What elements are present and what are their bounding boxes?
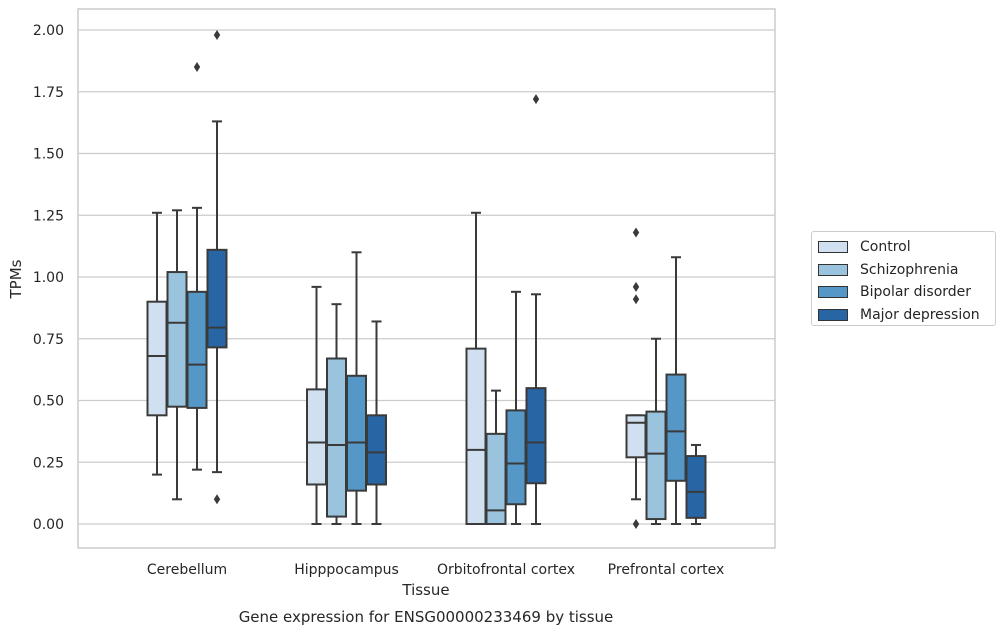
x-axis-label: Tissue (401, 581, 449, 599)
y-tick-label: 1.25 (33, 208, 64, 224)
box-schizophrenia (645, 337, 667, 525)
x-tick-label: Prefrontal cortex (608, 562, 725, 578)
outlier-point (632, 281, 640, 292)
box-bipolar-disorder (665, 256, 687, 525)
legend-label: Bipolar disorder (860, 284, 972, 301)
legend-swatch (818, 308, 848, 321)
box-body (525, 387, 547, 485)
legend: Control Schizophrenia Bipolar disorder Majo… (811, 231, 996, 326)
chart-caption: Gene expression for ENSG00000233469 by t… (239, 608, 614, 626)
box-major-depression (525, 94, 547, 525)
legend-label: Schizophrenia (860, 261, 959, 278)
box-body (505, 409, 527, 506)
box-schizophrenia (326, 303, 347, 525)
legend-item: Bipolar disorder (818, 281, 995, 304)
box-body (366, 414, 387, 486)
box-body (186, 290, 208, 409)
box-body (665, 373, 687, 482)
x-axis-ticks: Cerebellum Hipppocampus Orbitofrontal cort… (147, 562, 724, 578)
box-body (146, 300, 168, 417)
box-body (326, 357, 347, 518)
box-control (465, 211, 487, 525)
x-tick-label: Hipppocampus (294, 562, 399, 578)
outlier-point (632, 294, 640, 305)
legend-item: Schizophrenia (818, 259, 995, 282)
box-major-depression (366, 320, 387, 525)
box-body (645, 410, 667, 521)
box-control (146, 211, 168, 476)
box-schizophrenia (485, 389, 507, 525)
outlier-point (532, 94, 540, 105)
box-schizophrenia (166, 209, 188, 501)
plot-area (146, 29, 707, 529)
outlier-point (632, 519, 640, 529)
y-axis-label: TPMs (7, 259, 25, 299)
outlier-point (213, 494, 221, 505)
box-body (206, 248, 228, 349)
y-tick-label: 1.50 (33, 147, 64, 163)
box-control (306, 285, 327, 525)
legend-swatch (818, 241, 848, 254)
y-tick-label: 1.75 (33, 85, 64, 101)
outlier-point (213, 29, 221, 40)
outlier-point (193, 62, 201, 73)
x-tick-label: Orbitofrontal cortex (437, 562, 575, 578)
y-tick-label: 2.00 (33, 23, 64, 39)
legend-label: Major depression (860, 306, 980, 323)
legend-label: Control (860, 239, 911, 256)
outlier-point (632, 227, 640, 238)
legend-item: Major depression (818, 304, 995, 327)
y-tick-label: 0.25 (33, 455, 64, 471)
x-tick-label: Cerebellum (147, 562, 227, 578)
box-body (465, 347, 487, 525)
legend-swatch (818, 286, 848, 299)
plot-frame (77, 8, 776, 549)
y-tick-label: 0.00 (33, 517, 64, 533)
y-tick-label: 0.75 (33, 332, 64, 348)
box-major-depression (685, 443, 707, 525)
box-body (306, 388, 327, 486)
box-major-depression (206, 29, 228, 505)
box-bipolar-disorder (346, 251, 367, 525)
y-tick-label: 1.00 (33, 270, 64, 286)
y-tick-label: 0.50 (33, 394, 64, 410)
box-body (166, 271, 188, 408)
box-control (625, 227, 647, 529)
y-axis-ticks: 0.00 0.25 0.50 0.75 1.00 1.25 1.50 1.75 2.00 (33, 23, 64, 533)
box-bipolar-disorder (186, 62, 208, 471)
legend-swatch (818, 263, 848, 276)
legend-item: Control (818, 236, 995, 259)
box-body (346, 374, 367, 492)
box-bipolar-disorder (505, 290, 527, 525)
box-body (625, 414, 647, 459)
box-body (685, 455, 707, 519)
